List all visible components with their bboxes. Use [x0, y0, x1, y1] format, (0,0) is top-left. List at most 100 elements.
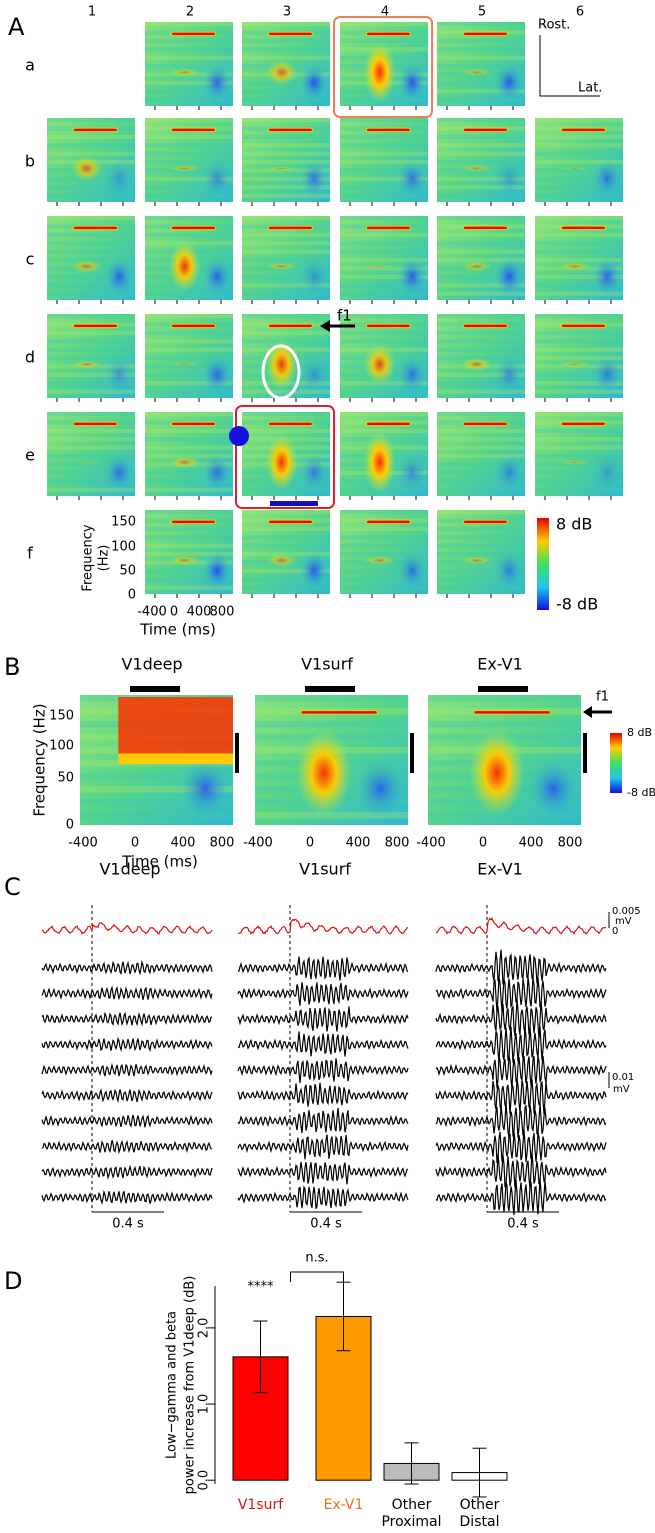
label: 400 [187, 605, 212, 620]
spectrogram-band [145, 185, 233, 190]
spectrogram-band [145, 437, 233, 442]
spectrogram-band [535, 193, 623, 198]
spectrogram-band [145, 232, 233, 237]
spectrogram-band [145, 339, 233, 344]
lfp-trace [237, 1082, 409, 1107]
spectrogram-band [437, 577, 525, 582]
spectrogram-band [145, 543, 233, 548]
spectrogram-band [47, 454, 135, 459]
spectrogram-band [340, 266, 428, 271]
spectrogram-band [145, 479, 233, 484]
spectrogram-band [47, 249, 135, 254]
spectrogram-band [437, 372, 525, 377]
spectrogram-band [242, 526, 330, 531]
spectrogram-blue [203, 454, 232, 491]
site-marker [229, 426, 249, 446]
spectrogram-band [145, 330, 233, 335]
spectrogram-band [80, 786, 233, 793]
spectrogram-blue [203, 64, 232, 101]
spectrogram-band [340, 151, 428, 156]
spectrogram-blue [105, 258, 134, 295]
stimulus-band [365, 225, 411, 231]
spectrogram-blue [398, 356, 427, 393]
spectrogram-band [437, 445, 525, 450]
stimulus-band [170, 519, 216, 525]
spectrogram-blob [168, 555, 201, 566]
label: 100 [49, 739, 74, 754]
lfp-trace [237, 1107, 409, 1134]
spectrogram-band [145, 134, 233, 139]
label: 400 [346, 836, 371, 851]
stimulus-band [365, 519, 411, 525]
label: a [25, 56, 35, 75]
spectrogram-blue [300, 258, 329, 295]
spectrogram-band [535, 185, 623, 190]
spectrogram-band [145, 216, 233, 221]
spectrogram-band [47, 381, 135, 386]
highlight [235, 405, 335, 509]
spectrogram-band [340, 510, 428, 515]
spectrogram-band [437, 552, 525, 557]
label: 8 dB [556, 515, 592, 534]
spectrogram-band [437, 291, 525, 296]
spectrogram-band [242, 552, 330, 557]
spectrogram-band [47, 118, 135, 123]
spectrogram-band [145, 526, 233, 531]
spectrogram-blue [495, 64, 524, 101]
spectrogram-band [47, 151, 135, 156]
stimulus-band [170, 323, 216, 329]
spectrogram-blue [593, 454, 622, 491]
spectrogram-blue [105, 454, 134, 491]
stimulus-band [72, 225, 118, 231]
spectrogram-band [242, 232, 330, 237]
spectrogram-band [340, 168, 428, 173]
stimulus-band [462, 323, 508, 329]
spectrogram-band [47, 314, 135, 319]
spectrogram-band [535, 437, 623, 442]
lfp-trace [41, 985, 213, 1001]
spectrogram-band [145, 22, 233, 27]
spectrogram-band [145, 372, 233, 377]
lfp-trace [435, 999, 607, 1039]
spectrogram-band [145, 347, 233, 352]
lfp-trace [237, 956, 409, 981]
spectrogram-blob [460, 165, 493, 172]
spectrogram-band [437, 412, 525, 417]
spectrogram-band [242, 487, 330, 492]
label: 0 [612, 926, 618, 937]
spectrogram-band [340, 585, 428, 590]
spectrogram-band [242, 47, 330, 52]
stimulus-band [365, 31, 411, 37]
label: 400 [519, 836, 544, 851]
spectrogram-blue [398, 258, 427, 295]
label: 1 [88, 5, 96, 20]
spectrogram-band [437, 193, 525, 198]
spectrogram-band [535, 258, 623, 263]
stimulus-band [170, 31, 216, 37]
spectrogram-blue [495, 258, 524, 295]
spectrogram-band [242, 283, 330, 288]
label: mV [613, 1084, 630, 1095]
highlight [261, 344, 301, 400]
spectrogram-band [145, 381, 233, 386]
spectrogram-blue [203, 552, 232, 589]
spectrogram-band [437, 543, 525, 548]
spectrogram-band [428, 695, 581, 702]
stimulus-band [72, 323, 118, 329]
spectrogram-band [145, 118, 233, 123]
spectrogram-band [145, 454, 233, 459]
stimulus-band [560, 323, 606, 329]
spectrogram-blob [168, 241, 201, 292]
spectrogram-blue [105, 356, 134, 393]
stimulus-band [560, 225, 606, 231]
spectrogram-blob [460, 69, 493, 76]
spectrogram-band [47, 445, 135, 450]
spectrogram-band [535, 249, 623, 254]
spectrogram-band [242, 97, 330, 102]
spectrogram-band [340, 185, 428, 190]
spectrogram-band [242, 216, 330, 221]
spectrogram-band [145, 38, 233, 43]
label: Frequency (Hz) [31, 703, 49, 816]
spectrogram-band [242, 38, 330, 43]
spectrogram-blue [105, 160, 134, 197]
